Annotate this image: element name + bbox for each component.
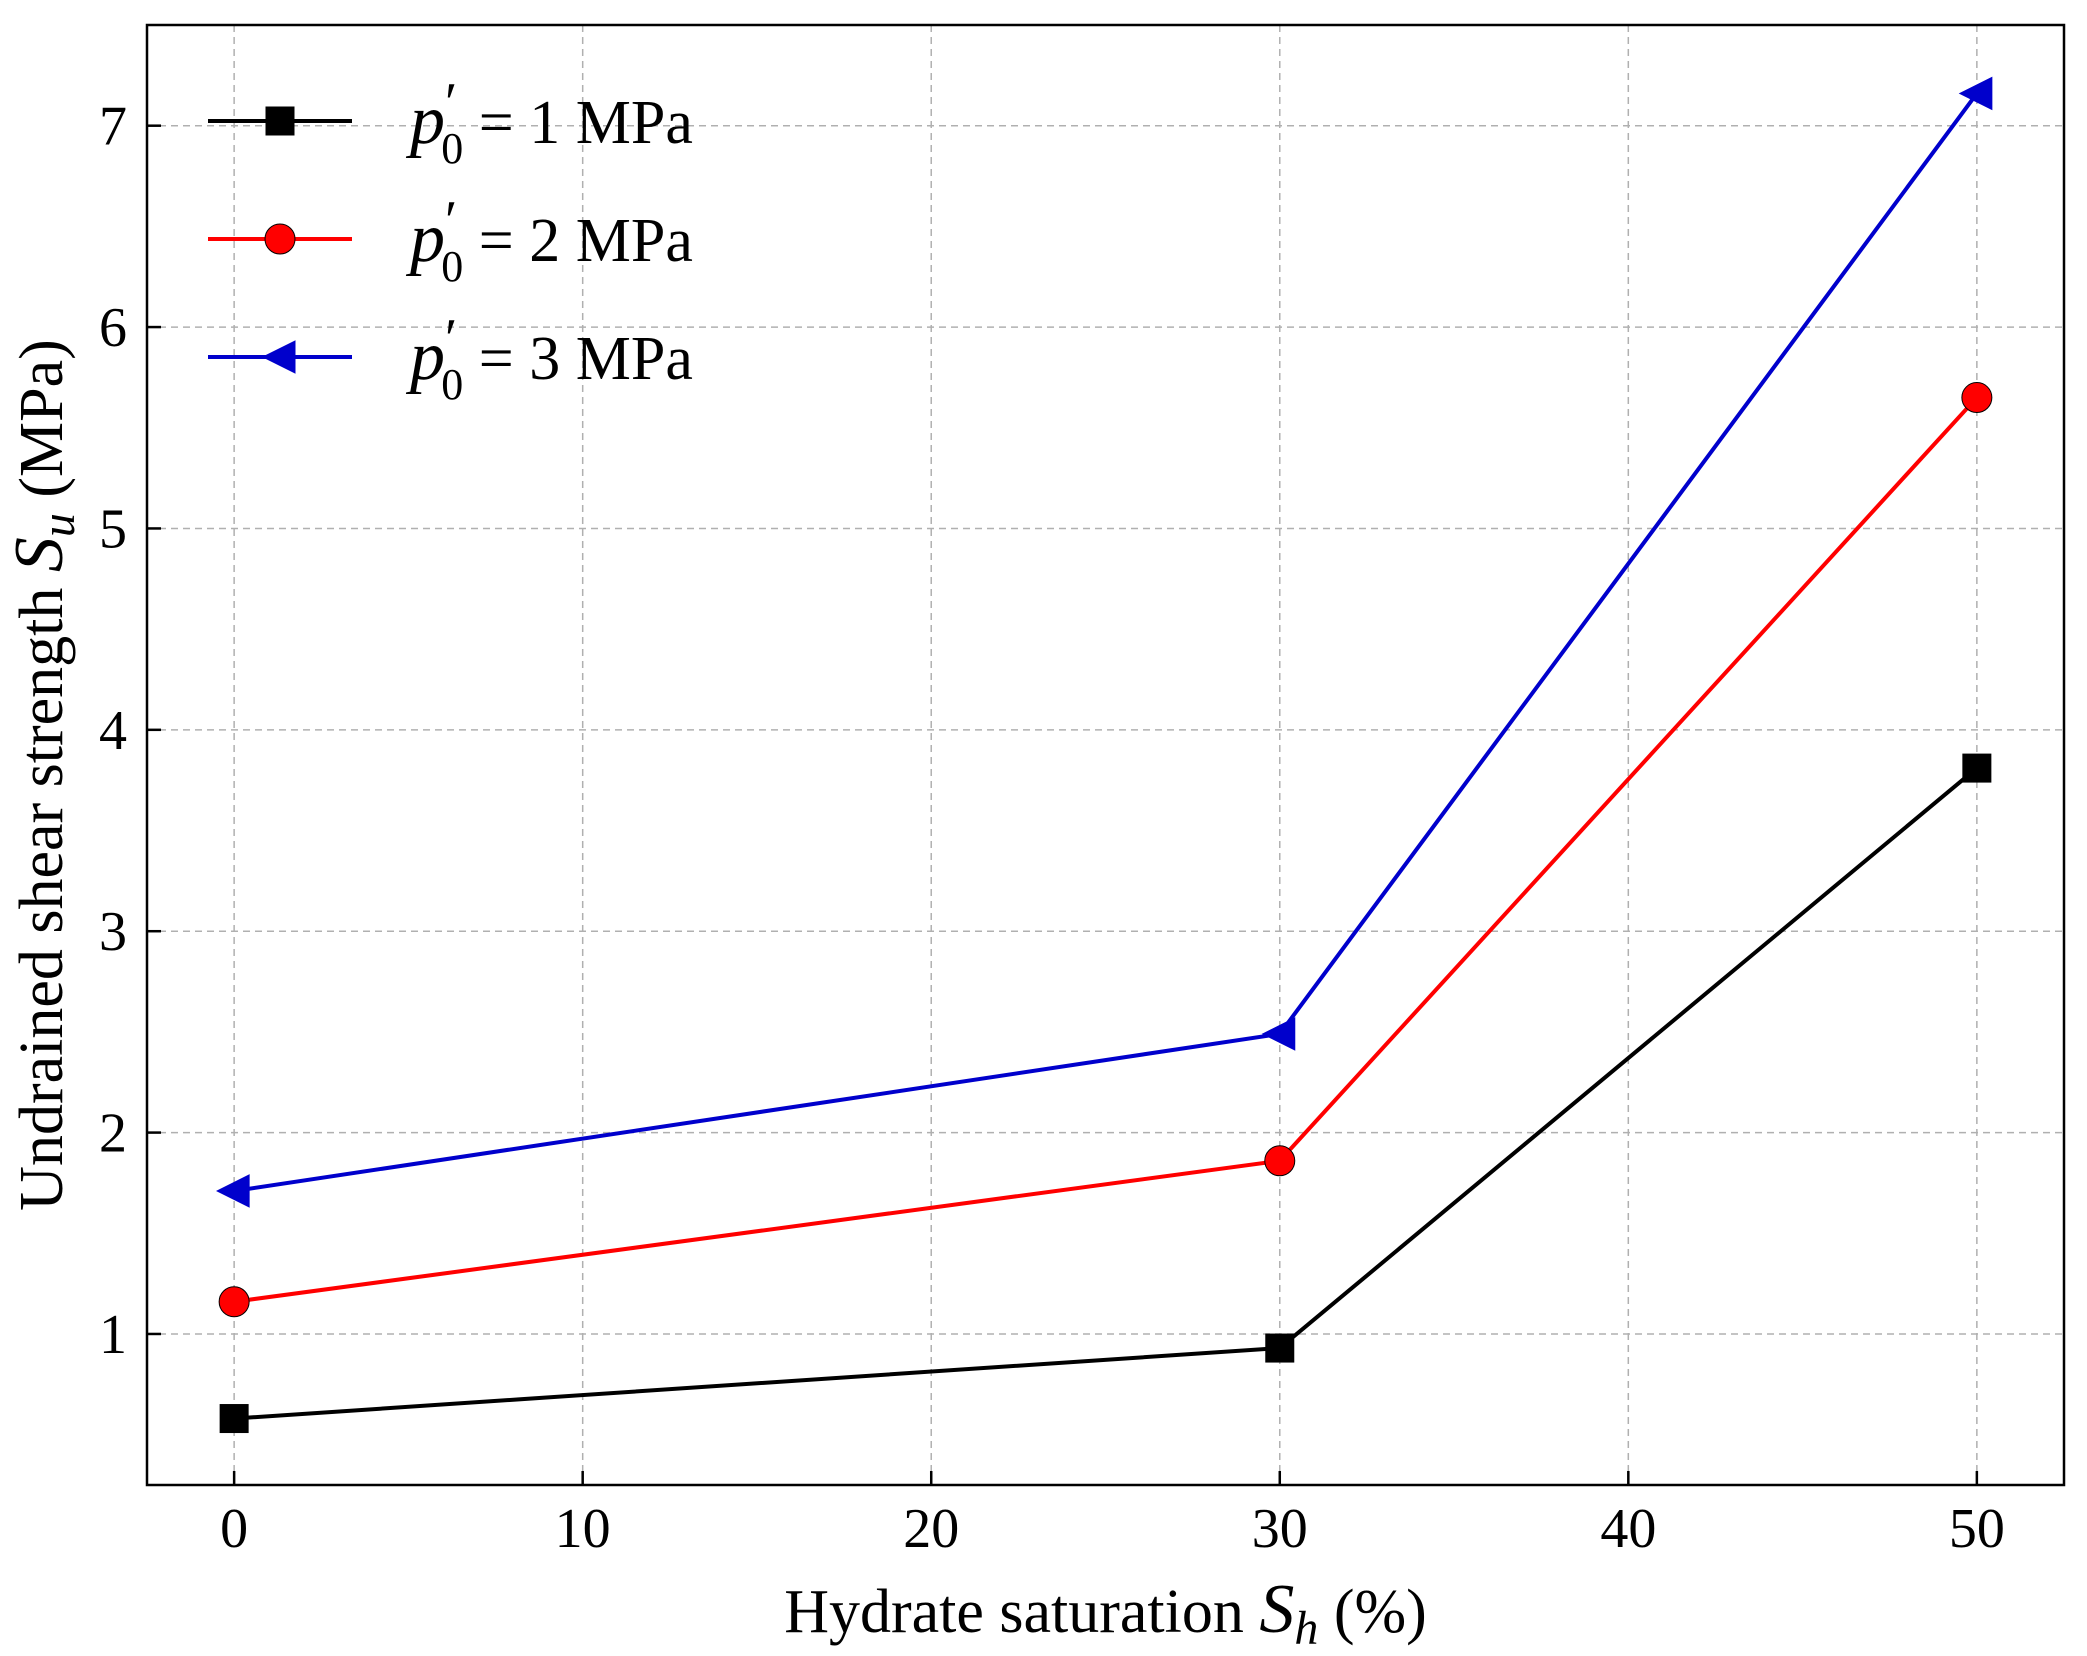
y-tick-label: 7 [99,96,127,158]
y-tick-label: 1 [99,1304,127,1366]
data-point [216,1174,250,1208]
data-point [1265,1333,1295,1363]
series-1 [219,753,1992,1434]
data-point [1264,1145,1296,1177]
x-tick-label: 30 [1252,1498,1308,1560]
legend-item-1: p′ 0 = 1 MPa [208,72,693,173]
x-axis-label: Hydrate saturation Sh (%) [784,1571,1427,1655]
data-point [218,1286,250,1318]
data-point [219,1404,249,1434]
legend-label: p′ 0 = 1 MPa [405,72,693,173]
tick-layer: 0 10 20 30 40 50 1 2 3 4 5 6 7 [99,96,2005,1560]
x-tick-label: 40 [1600,1498,1656,1560]
legend-marker [265,106,295,136]
y-axis-label: Undrained shear strength Su (MPa) [1,339,85,1211]
data-point [1961,382,1993,414]
legend-label: p′ 0 = 3 MPa [405,308,693,409]
legend-item-2: p′ 0 = 2 MPa [208,190,693,291]
legend: p′ 0 = 1 MPa p′ 0 = 2 MPa p′ 0 = 3 MPa [208,72,693,409]
y-tick-label: 3 [99,901,127,963]
legend-marker [261,340,296,374]
legend-marker [264,223,296,255]
series-line [234,766,1979,1421]
series-line [233,396,1979,1304]
x-tick-label: 50 [1949,1498,2005,1560]
series-3 [216,76,1993,1208]
y-tick-label: 4 [99,700,127,762]
x-tick-label: 0 [220,1498,248,1560]
y-tick-label: 5 [99,498,127,560]
grid-layer [147,25,2064,1485]
x-tick-label: 10 [555,1498,611,1560]
data-point [1958,76,1993,111]
series-2 [218,382,1993,1318]
legend-item-3: p′ 0 = 3 MPa [208,308,693,409]
x-tick-label: 20 [903,1498,959,1560]
legend-label: p′ 0 = 2 MPa [405,190,693,291]
plot-frame [145,23,2066,1487]
data-point [1261,1017,1296,1051]
y-tick-label: 2 [99,1103,127,1165]
y-tick-label: 6 [99,297,127,359]
data-point [1962,753,1992,783]
series-layer [216,76,1993,1434]
